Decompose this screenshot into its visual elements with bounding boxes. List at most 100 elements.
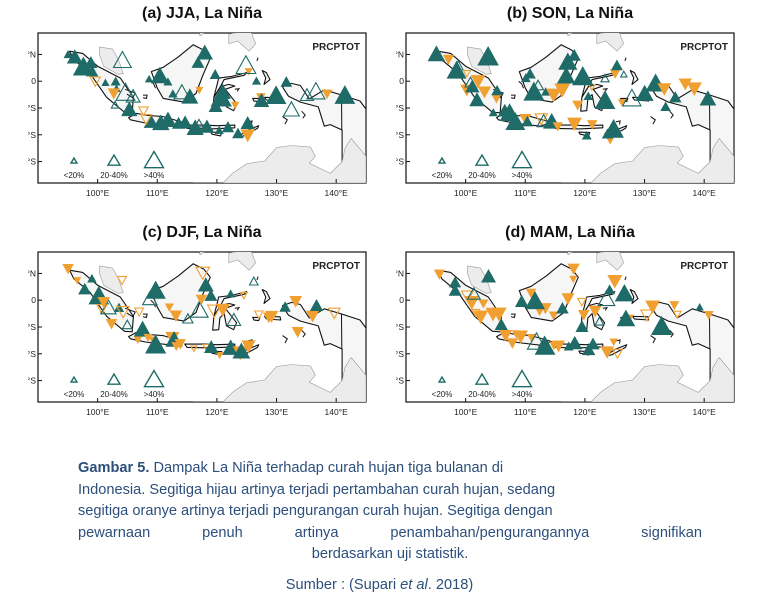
increase-marker: [240, 116, 255, 130]
decrease-marker: [327, 307, 341, 320]
legend-label: 20-40%: [468, 390, 496, 399]
island-outline: [624, 276, 627, 281]
increase-marker: [524, 67, 536, 79]
lon-tick-label: 100°E: [454, 188, 478, 198]
legend-triangle: [69, 375, 79, 383]
decrease-marker: [703, 311, 714, 320]
increase-marker: [282, 100, 301, 117]
lat-tick-label: 5°S: [28, 322, 36, 332]
island-outline: [124, 307, 136, 318]
increase-marker: [189, 300, 210, 318]
increase-marker: [168, 89, 178, 98]
decrease-marker: [321, 89, 333, 100]
increase-marker: [78, 282, 92, 295]
increase-marker: [125, 88, 141, 103]
legend-triangle: [69, 156, 79, 164]
index-label: PRCPTOT: [312, 261, 360, 272]
map-svg: 5°N 0 5°S 10°S 15°S 100°E 110°E 120°E 130°E 140°E…: [396, 32, 735, 198]
land-palawan: [198, 33, 205, 36]
caption-text: Dampak La Niña terhadap curah hujan tiga…: [149, 460, 504, 476]
decrease-marker: [195, 87, 204, 95]
lon-tick-label: 120°E: [573, 407, 597, 417]
decrease-marker: [442, 54, 455, 65]
increase-marker: [177, 115, 193, 129]
increase-marker: [635, 84, 654, 101]
increase-marker: [521, 115, 534, 127]
increase-marker: [541, 87, 551, 96]
land-halmahera: [261, 69, 271, 85]
increase-marker: [279, 301, 291, 312]
decrease-marker: [116, 275, 128, 286]
increase-marker: [477, 45, 499, 66]
land-australia: [192, 138, 366, 183]
island-outline: [602, 88, 609, 92]
decrease-marker: [672, 310, 683, 320]
increase-marker: [203, 340, 219, 354]
increase-marker: [144, 74, 154, 83]
increase-marker: [514, 294, 529, 307]
increase-marker: [621, 88, 642, 107]
decrease-marker: [577, 309, 590, 321]
increase-marker: [481, 268, 497, 283]
lon-tick-label: 110°E: [514, 407, 537, 417]
lat-tick-label: 10°S: [28, 130, 36, 140]
increase-marker: [494, 318, 508, 331]
increase-marker: [594, 90, 616, 109]
decrease-marker: [189, 345, 198, 353]
increase-marker: [567, 48, 581, 61]
figure-source: Sumber : (Supari et al. 2018): [0, 577, 759, 593]
increase-marker: [181, 88, 199, 104]
caption-line: segitiga oranye artinya terjadi penguran…: [78, 503, 553, 519]
increase-marker: [491, 84, 503, 96]
decrease-marker: [62, 263, 74, 275]
lon-tick-label: 110°E: [146, 188, 169, 198]
increase-marker: [193, 118, 205, 128]
legend-triangle: [437, 375, 447, 383]
increase-marker: [581, 343, 596, 356]
size-legend: <20% 20-40% >40%: [432, 369, 533, 399]
decrease-marker: [174, 339, 186, 350]
decrease-marker: [239, 291, 249, 300]
caption-line: pewarnaan penuh artinya penambahan/pengu…: [78, 524, 702, 541]
lon-tick-label: 100°E: [86, 188, 110, 198]
decrease-marker: [588, 305, 602, 318]
island-outline: [615, 120, 621, 125]
legend-label: >40%: [512, 171, 533, 180]
decrease-marker: [600, 346, 615, 359]
increase-marker: [165, 117, 176, 126]
legend-triangle: [106, 372, 122, 385]
land-philippines-s: [228, 252, 256, 271]
lat-tick-label: 5°N: [28, 268, 36, 278]
panel-title: (a) JJA, La Niña: [141, 5, 263, 22]
increase-marker: [145, 334, 167, 354]
increase-marker: [650, 315, 673, 335]
lat-tick-label: 5°N: [396, 268, 404, 278]
decrease-marker: [545, 88, 562, 103]
increase-marker: [524, 291, 546, 310]
increase-marker: [133, 320, 152, 337]
island-outline: [602, 307, 609, 311]
decrease-marker: [470, 75, 486, 89]
lat-tick-label: 10°S: [396, 130, 404, 140]
increase-marker: [334, 85, 356, 104]
increase-marker: [299, 87, 315, 102]
increase-marker: [469, 92, 485, 107]
increase-marker: [448, 284, 462, 296]
decrease-marker: [433, 269, 446, 280]
island-outline: [282, 116, 288, 125]
decrease-marker: [462, 69, 472, 78]
decrease-marker: [169, 310, 183, 322]
index-label: PRCPTOT: [312, 42, 360, 53]
map-panel-mam: (d) MAM, La Niña 5°N 0 5°S 10°S 15°S 100°E 110…: [396, 224, 744, 429]
decrease-marker: [552, 122, 563, 132]
land-halmahera: [629, 288, 639, 304]
decrease-marker: [657, 83, 672, 96]
lat-tick-label: 15°S: [396, 157, 404, 167]
lat-tick-label: 15°S: [28, 376, 36, 386]
legend-label: <20%: [432, 171, 453, 180]
lat-tick-label: 0: [399, 295, 404, 305]
increase-marker: [226, 312, 242, 327]
decrease-marker: [107, 88, 121, 100]
lat-tick-label: 15°S: [28, 157, 36, 167]
decrease-marker: [137, 106, 150, 117]
